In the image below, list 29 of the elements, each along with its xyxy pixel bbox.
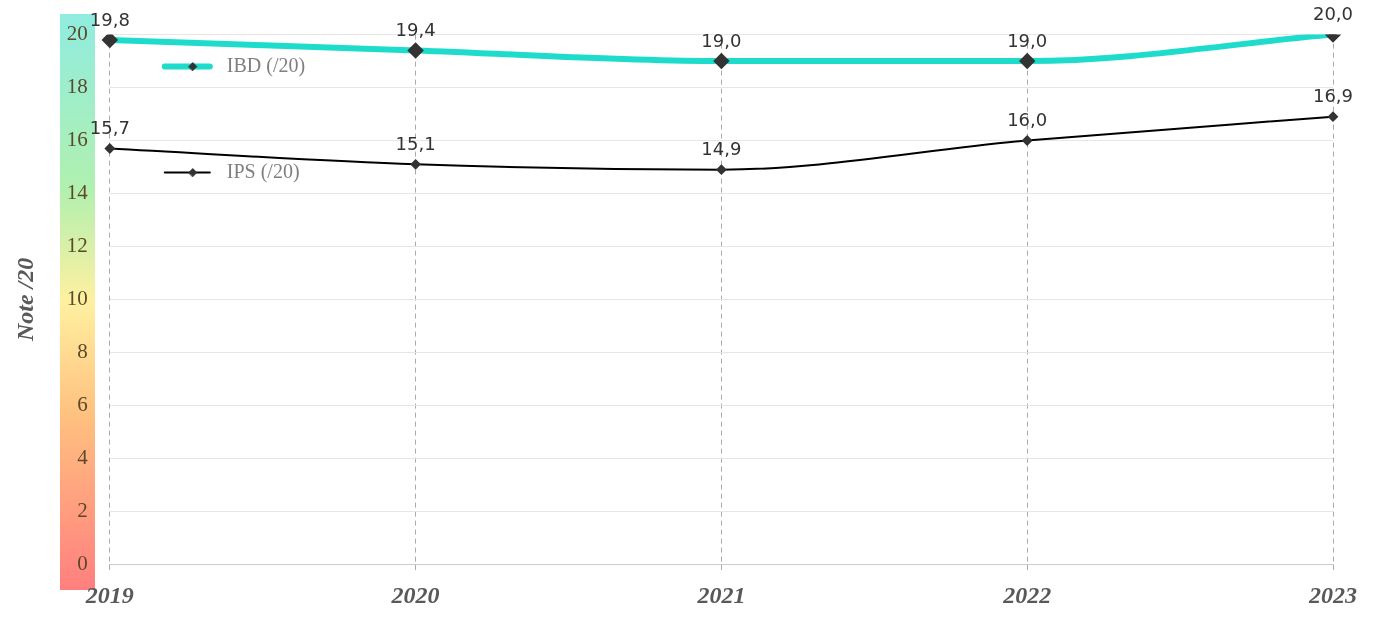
data-label: 14,9 bbox=[701, 138, 742, 160]
legend-label: IBD (/20) bbox=[226, 53, 306, 77]
y-tick-label: 6 bbox=[77, 391, 88, 416]
x-tick-label: 2022 bbox=[1002, 581, 1052, 608]
data-label: 15,1 bbox=[395, 133, 436, 155]
y-tick-label: 20 bbox=[66, 21, 88, 46]
y-tick-label: 2 bbox=[77, 497, 88, 522]
data-label: 19,8 bbox=[89, 8, 130, 30]
y-tick-label: 8 bbox=[77, 338, 88, 363]
data-label: 19,4 bbox=[395, 19, 436, 41]
y-tick-label: 0 bbox=[77, 550, 88, 575]
data-label: 16,9 bbox=[1312, 85, 1354, 107]
data-label: 20,0 bbox=[1312, 3, 1354, 25]
legend-label: IPS (/20) bbox=[226, 159, 300, 183]
data-label: 19,0 bbox=[701, 29, 742, 51]
y-tick-label: 14 bbox=[66, 180, 89, 204]
y-tick-label: 16 bbox=[66, 127, 88, 152]
y-tick-label: 18 bbox=[66, 74, 88, 99]
y-axis-title: Note /20 bbox=[11, 257, 38, 343]
x-tick-label: 2021 bbox=[696, 581, 746, 608]
y-tick-label: 4 bbox=[77, 444, 89, 469]
data-label: 15,7 bbox=[89, 117, 130, 139]
data-label: 19,0 bbox=[1007, 29, 1048, 51]
data-label: 16,0 bbox=[1007, 109, 1048, 131]
x-tick-label: 2023 bbox=[1308, 581, 1357, 608]
y-tick-label: 10 bbox=[66, 285, 88, 310]
y-tick-label: 12 bbox=[66, 232, 88, 257]
x-tick-label: 2019 bbox=[84, 581, 134, 608]
x-tick-label: 2020 bbox=[390, 581, 440, 608]
